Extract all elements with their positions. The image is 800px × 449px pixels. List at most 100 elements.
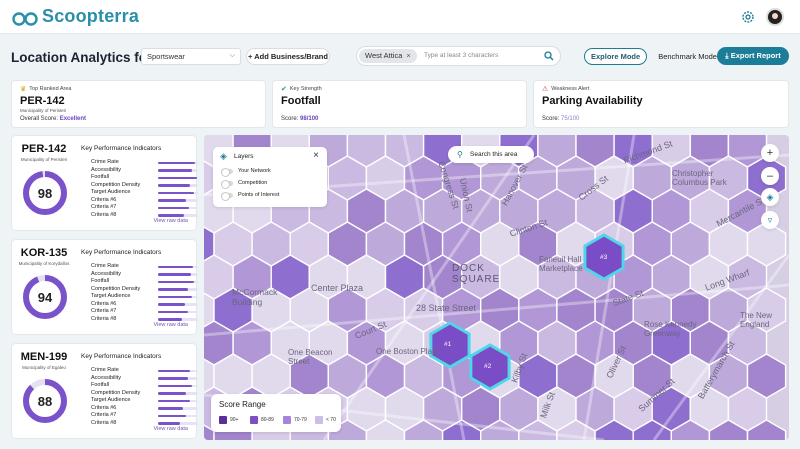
gear-icon[interactable]: [740, 9, 756, 25]
kpi-bar: [158, 384, 198, 387]
close-icon[interactable]: ×: [406, 51, 411, 60]
legend-swatch-80: [250, 416, 258, 424]
kpi-name: Footfall: [91, 382, 110, 388]
add-business-button[interactable]: + Add Business/Brand: [246, 48, 330, 65]
search-this-area-button[interactable]: ⚲ Search this area: [448, 146, 534, 163]
area-panel-kor-135[interactable]: KOR-135 Municipality of Korydallos 94 Key P…: [11, 239, 198, 335]
street-line: [204, 283, 789, 337]
benchmark-mode-button[interactable]: Benchmark Mode: [658, 52, 717, 61]
kpi-bar: [158, 280, 198, 283]
kpi-row: Criteria #6: [81, 405, 198, 413]
toggle-competition[interactable]: [221, 180, 233, 189]
kpi-list: Crime Rate Accessibility Footfall Competiti…: [81, 159, 198, 219]
download-icon: ⤓: [725, 51, 731, 60]
view-raw-data-link[interactable]: View raw data: [153, 426, 188, 432]
top-ranked-card: ♛ Top Ranked Area PER-142 Municipality of…: [11, 80, 266, 128]
top-ranked-municipality: Municipality of Peristeri: [20, 108, 67, 113]
location-search[interactable]: West Attica × Type at least 3 characters: [356, 46, 561, 66]
zoom-out-button[interactable]: –: [761, 167, 779, 185]
area-municipality: Municipality of Egaleo: [22, 365, 66, 370]
street-label: One Beacon Street: [288, 348, 333, 366]
layers-button[interactable]: ◈: [761, 188, 779, 206]
avatar[interactable]: [766, 8, 784, 26]
kpi-list: Crime Rate Accessibility Footfall Competiti…: [81, 367, 198, 427]
kpi-row: Crime Rate: [81, 263, 198, 271]
toggle-your-network[interactable]: [221, 168, 233, 177]
kpi-name: Criteria #8: [91, 211, 117, 218]
filter-button[interactable]: ▿: [761, 211, 779, 229]
score-ring: 98: [23, 171, 67, 215]
street-label: Center Plaza: [311, 283, 364, 293]
kpi-bar: [158, 265, 198, 268]
hex-cell: [327, 419, 368, 440]
kpi-name: Criteria #8: [91, 315, 117, 322]
search-chip[interactable]: West Attica ×: [359, 49, 417, 63]
category-select[interactable]: Sportswear ⌵: [141, 48, 241, 65]
plus-icon: +: [766, 147, 774, 159]
area-code: PER-142: [21, 143, 67, 155]
zoom-in-button[interactable]: +: [761, 144, 779, 162]
kpi-bar: [158, 310, 198, 313]
legend-title: Score Range: [219, 400, 266, 409]
explore-mode-button[interactable]: Explore Mode: [584, 48, 648, 65]
view-raw-data-link[interactable]: View raw data: [153, 218, 188, 224]
search-icon[interactable]: [544, 51, 554, 61]
kpi-bar: [158, 422, 198, 425]
layer-label: Competition: [238, 180, 268, 186]
kpi-row: Target Audience: [81, 189, 198, 197]
kpi-name: Criteria #7: [91, 412, 117, 418]
score-value: 98: [38, 186, 52, 201]
toggle-points-of-interest[interactable]: [221, 192, 233, 201]
street-label: Rose Kennedy Greenway: [644, 320, 697, 338]
kpi-bar: [158, 199, 198, 202]
kpi-row: Competition Density: [81, 181, 198, 190]
kpi-row: Accessibility: [81, 167, 198, 175]
kpi-bar: [158, 169, 198, 172]
highlight-hex-3: [583, 233, 625, 281]
score-value: 94: [38, 290, 53, 305]
area-panel-men-199[interactable]: MEN-199 Municipality of Egaleo 88 Key Perfo…: [11, 343, 198, 439]
area-panel-per-142[interactable]: PER-142 Municipality of Peristeri 98 Key Pe…: [11, 135, 198, 231]
layer-label: Points of Interest: [238, 192, 280, 198]
kpi-row: Crime Rate: [81, 159, 198, 167]
filter-icon: ▿: [767, 215, 773, 225]
kpi-bar: [158, 377, 198, 380]
kpi-bar: [158, 214, 198, 217]
kpi-bar: [158, 407, 198, 410]
hex-cell: [708, 419, 749, 440]
kpi-name: Target Audience: [91, 293, 131, 299]
kpi-bar: [158, 318, 198, 321]
export-report-button[interactable]: ⤓ Export Report: [717, 47, 789, 65]
legend-swatch-lt70: [315, 416, 323, 424]
kpi-row: Footfall: [81, 278, 198, 286]
kpi-row: Competition Density: [81, 390, 198, 398]
app-logo[interactable]: Scoopterra: [12, 6, 139, 27]
street-line: [402, 135, 466, 440]
kpi-bar: [158, 206, 198, 209]
kpi-row: Criteria #8: [81, 315, 198, 324]
view-raw-data-link[interactable]: View raw data: [153, 322, 188, 328]
kpi-bar: [158, 273, 198, 276]
kpi-name: Criteria #6: [91, 300, 117, 307]
hex-cell: [594, 419, 634, 440]
export-report-label: Export Report: [730, 51, 781, 60]
highlight-hex-1: [429, 321, 471, 369]
kpi-row: Accessibility: [81, 271, 198, 279]
key-strength-score-value: 98/100: [300, 116, 319, 122]
kpi-title: Key Performance Indicators: [81, 145, 162, 152]
hex-map[interactable]: [204, 135, 789, 440]
legend-label: 80-89: [261, 417, 274, 423]
kpi-name: Crime Rate: [91, 159, 119, 165]
kpi-name: Competition Density: [91, 181, 141, 188]
kpi-row: Target Audience: [81, 397, 198, 405]
kpi-row: Criteria #7: [81, 412, 198, 420]
map-view[interactable]: Congress St Union St Hanover St Clinton …: [204, 135, 789, 440]
score-ring: 94: [23, 275, 67, 319]
street-label: The New England: [740, 311, 773, 329]
kpi-title: Key Performance Indicators: [81, 249, 162, 256]
highlight-label: #2: [484, 363, 492, 370]
kpi-name: Competition Density: [91, 285, 141, 292]
street-line: [652, 254, 789, 440]
close-icon[interactable]: ×: [313, 150, 319, 161]
search-input[interactable]: Type at least 3 characters: [424, 52, 499, 59]
